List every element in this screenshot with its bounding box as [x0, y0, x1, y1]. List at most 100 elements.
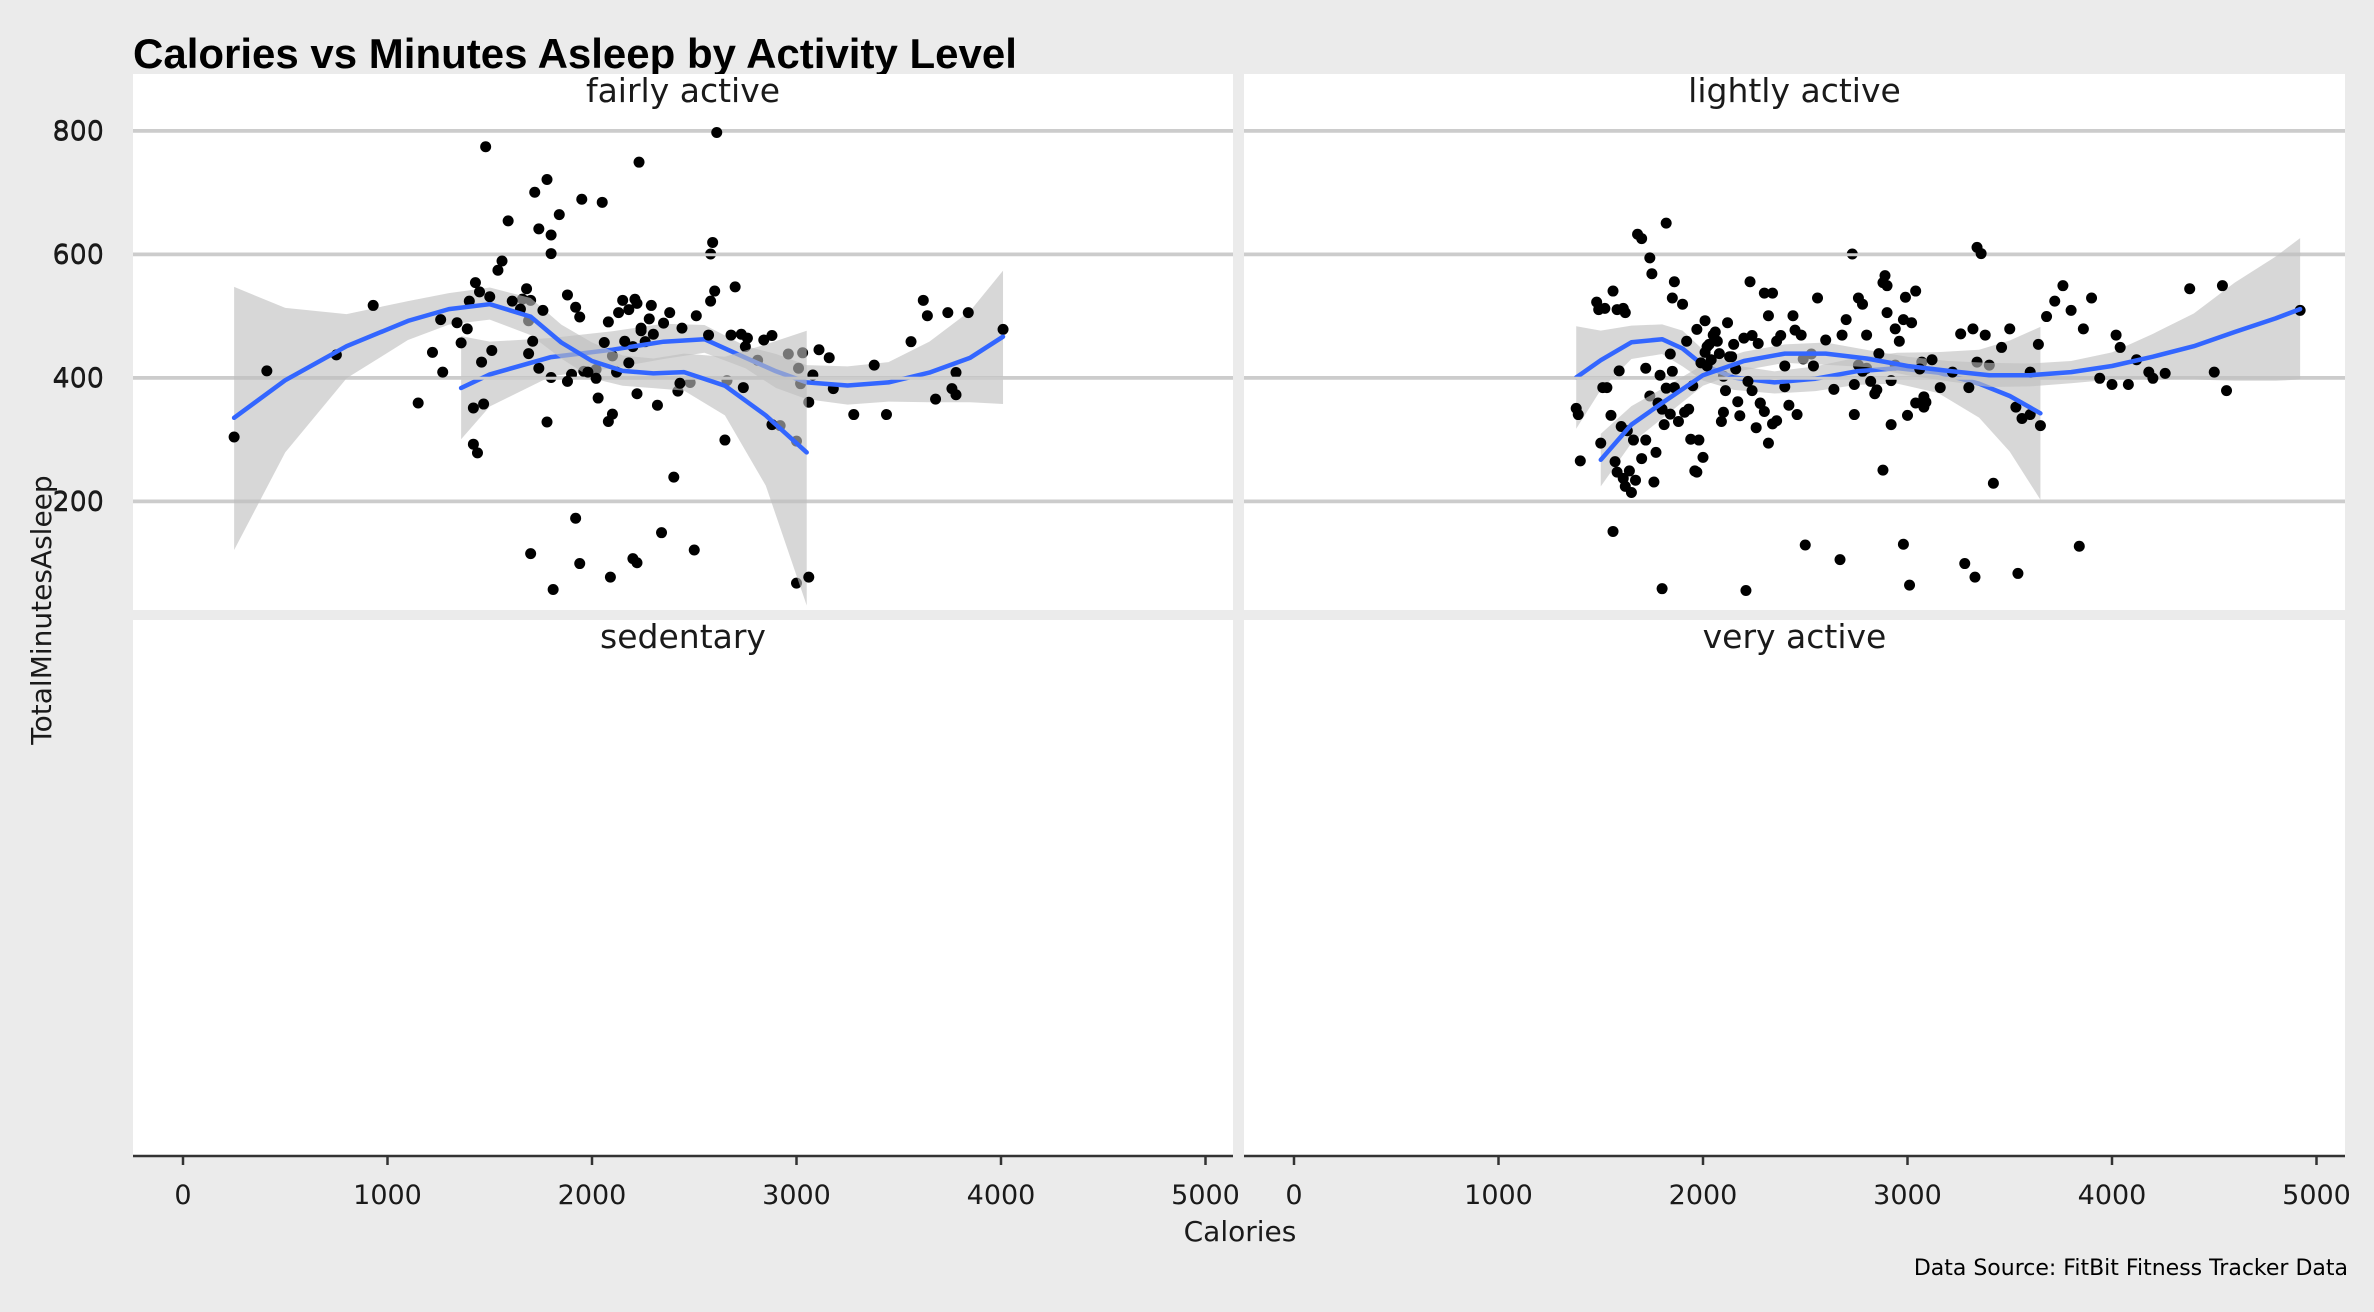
data-point: [1885, 375, 1897, 387]
x-tick-label: 3000: [762, 1180, 831, 1211]
data-point: [1779, 360, 1791, 372]
data-point: [2110, 329, 2122, 341]
data-point: [656, 527, 668, 539]
data-point: [1660, 217, 1672, 229]
data-point: [725, 329, 737, 341]
data-point: [1722, 317, 1734, 329]
data-point: [905, 336, 917, 348]
data-point: [2049, 295, 2061, 307]
data-point: [1660, 382, 1672, 394]
data-point: [1918, 391, 1930, 403]
data-point: [2106, 378, 2118, 390]
data-point: [766, 330, 778, 342]
data-point: [1762, 310, 1774, 322]
data-point: [367, 299, 379, 311]
x-tick-label: 2000: [558, 1180, 627, 1211]
data-point: [574, 558, 586, 570]
data-point: [613, 307, 625, 319]
data-point: [476, 356, 488, 368]
x-tick-label: 1000: [1464, 1180, 1533, 1211]
data-point: [664, 307, 676, 319]
data-point: [1726, 351, 1738, 363]
data-point: [688, 544, 700, 556]
data-point: [533, 362, 545, 374]
data-point: [658, 317, 670, 329]
data-point: [1910, 285, 1922, 297]
data-point: [1572, 409, 1584, 421]
data-point: [823, 352, 835, 364]
facet-panel: sedentary: [133, 127, 1233, 1156]
data-point: [2159, 367, 2171, 379]
data-point: [1771, 415, 1783, 427]
x-tick-label: 2000: [1669, 1180, 1738, 1211]
data-point: [1619, 307, 1631, 319]
data-point: [1758, 405, 1770, 417]
data-point: [643, 313, 655, 325]
data-point: [1607, 525, 1619, 537]
data-point: [2041, 311, 2053, 323]
data-point: [1677, 298, 1689, 310]
facet-label: fairly active: [586, 71, 780, 110]
x-tick-label: 3000: [1873, 1180, 1942, 1211]
data-point: [1975, 248, 1987, 260]
data-point: [1599, 302, 1611, 314]
y-axis-title: TotalMinutesAsleep: [25, 475, 58, 745]
data-point: [1646, 268, 1658, 280]
y-tick-label: 200: [52, 487, 104, 518]
data-point: [1732, 396, 1744, 408]
data-point: [1728, 338, 1740, 350]
data-point: [1899, 291, 1911, 303]
data-point: [541, 173, 553, 185]
data-point: [1910, 397, 1922, 409]
data-point: [1750, 422, 1762, 434]
data-point: [545, 229, 557, 241]
x-tick-label: 5000: [2282, 1180, 2351, 1211]
data-point: [1752, 338, 1764, 350]
data-point: [633, 156, 645, 168]
data-point: [471, 447, 483, 459]
confidence-band: [234, 286, 807, 606]
data-point: [962, 307, 974, 319]
data-point: [2034, 420, 2046, 432]
data-point: [1681, 335, 1693, 347]
y-tick-label: 600: [52, 239, 104, 270]
data-point: [582, 366, 594, 378]
data-point: [1881, 280, 1893, 292]
data-point: [1656, 583, 1668, 595]
data-point: [813, 344, 825, 356]
x-tick-label: 4000: [967, 1180, 1036, 1211]
data-point: [1820, 334, 1832, 346]
facet-label: sedentary: [600, 617, 766, 656]
data-point: [1711, 335, 1723, 347]
data-point: [1889, 323, 1901, 335]
data-point: [627, 553, 639, 565]
data-point: [484, 291, 496, 303]
x-tick-label: 0: [1285, 1180, 1302, 1211]
data-point: [1668, 276, 1680, 288]
data-point: [1691, 466, 1703, 478]
data-point: [561, 289, 573, 301]
data-point: [461, 323, 473, 335]
data-point: [1709, 326, 1721, 338]
data-point: [868, 359, 880, 371]
data-point: [741, 332, 753, 344]
data-point: [737, 382, 749, 394]
data-point: [1740, 585, 1752, 597]
data-point: [1636, 233, 1648, 245]
data-point: [1959, 558, 1971, 570]
data-point: [1605, 409, 1617, 421]
data-point: [1658, 419, 1670, 431]
data-point: [623, 304, 635, 316]
data-point: [1893, 335, 1905, 347]
data-point: [529, 186, 541, 198]
data-point: [1713, 348, 1725, 360]
data-point: [602, 316, 614, 328]
data-point: [463, 295, 475, 307]
data-point: [1869, 388, 1881, 400]
data-point: [1625, 487, 1637, 499]
data-point: [1640, 434, 1652, 446]
data-point: [1885, 419, 1897, 431]
y-tick-label: 600: [52, 240, 104, 271]
chart-title: Calories vs Minutes Asleep by Activity L…: [133, 30, 1017, 77]
